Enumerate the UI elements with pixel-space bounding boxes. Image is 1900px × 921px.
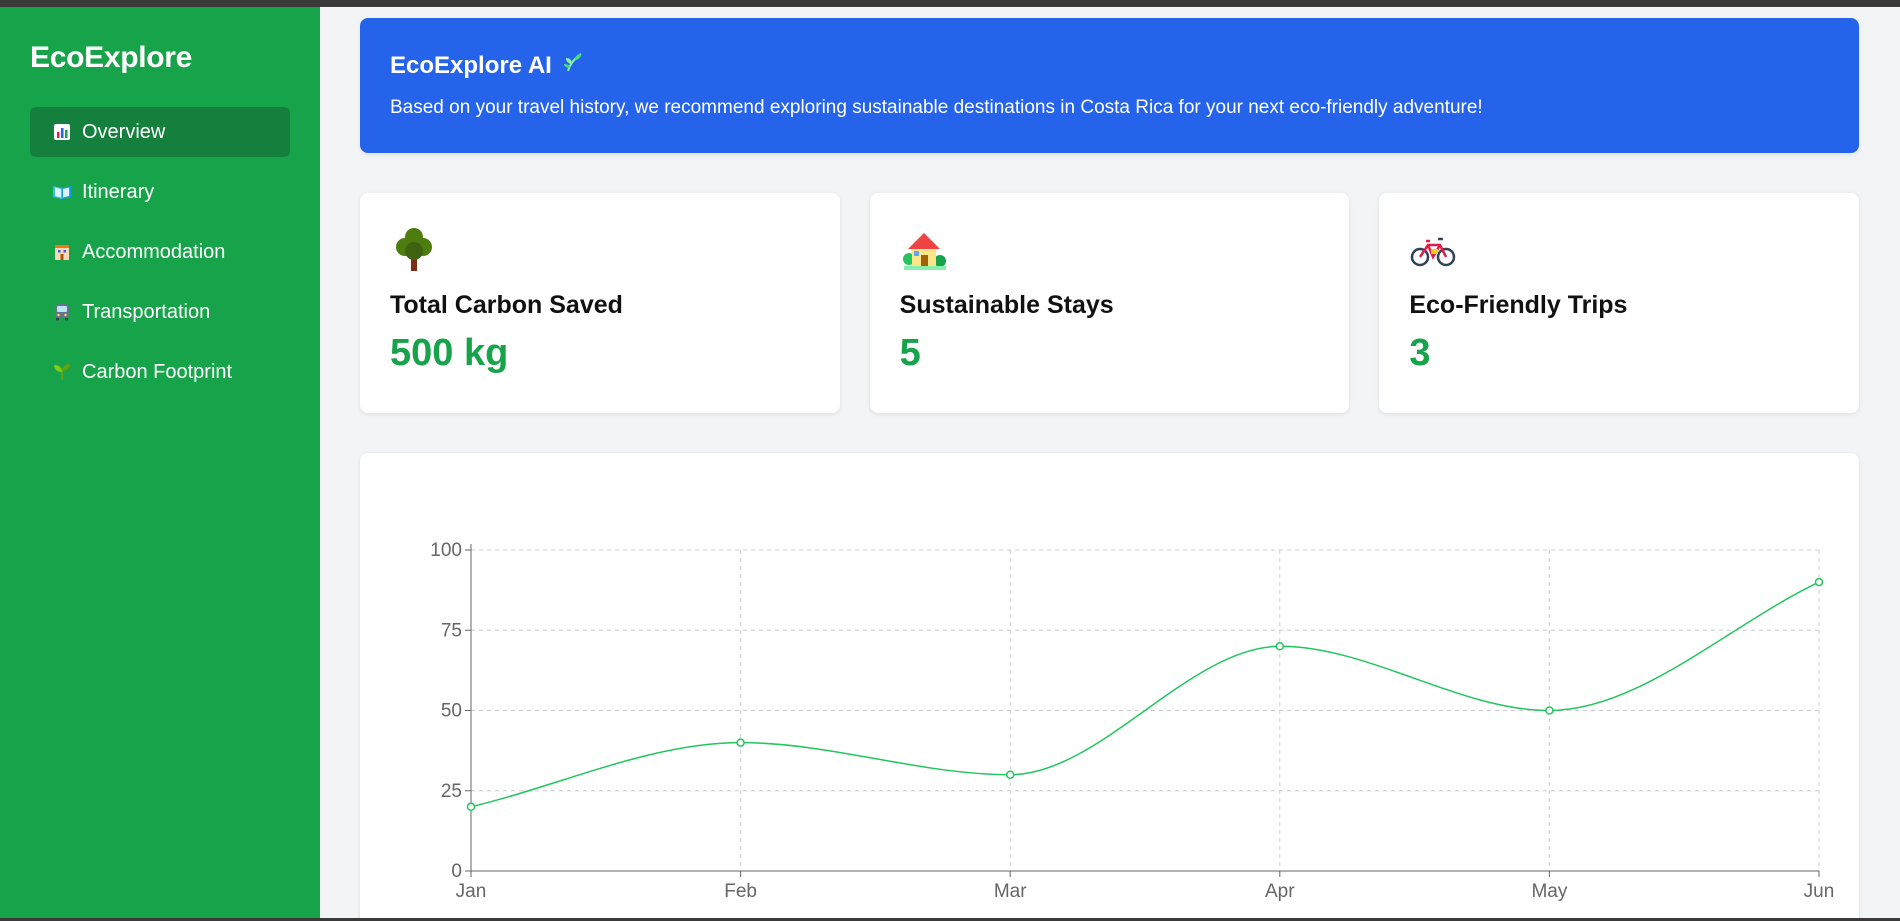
y-tick-label: 25 <box>441 781 462 802</box>
tree-icon <box>390 225 438 273</box>
sidebar-item-label: Itinerary <box>82 180 155 203</box>
x-tick-label: May <box>1531 881 1567 902</box>
sidebar-item-carbon-footprint[interactable]: Carbon Footprint <box>30 347 290 397</box>
bicycle-icon <box>1409 225 1457 273</box>
brand-title: EcoExplore <box>30 41 193 74</box>
data-point <box>1005 770 1015 779</box>
data-point <box>1275 642 1285 651</box>
hotel-icon <box>52 242 72 262</box>
book-icon <box>52 182 72 202</box>
carbon-chart-card: 0 25 50 75 100 Jan Feb Mar Apr May Jun <box>360 453 1859 921</box>
y-tick-label: 100 <box>430 540 462 561</box>
herb-icon <box>562 50 586 81</box>
sidebar: EcoExplore Overview Itinerary Accommodat… <box>0 7 320 918</box>
stat-label: Sustainable Stays <box>899 291 1114 319</box>
data-point <box>466 802 476 812</box>
bus-icon <box>52 302 72 322</box>
ai-recommendation-banner: EcoExplore AI Based on your travel histo… <box>360 18 1859 153</box>
data-point <box>1545 706 1554 715</box>
window-bottom-bar <box>0 918 1900 921</box>
stat-label: Total Carbon Saved <box>390 291 623 319</box>
stat-card-carbon-saved: Total Carbon Saved 500 kg <box>360 193 840 413</box>
x-tick-label: Mar <box>994 881 1027 902</box>
window-top-bar <box>0 0 1900 7</box>
ai-banner-message: Based on your travel history, we recomme… <box>390 97 1483 118</box>
x-tick-label: Apr <box>1265 881 1295 902</box>
data-point <box>1814 577 1824 587</box>
y-tick-label: 0 <box>451 861 462 882</box>
sidebar-item-label: Accommodation <box>82 240 226 263</box>
sidebar-item-label: Transportation <box>82 300 211 323</box>
x-tick-label: Jan <box>456 881 487 902</box>
y-tick-label: 50 <box>441 701 462 722</box>
x-tick-label: Jun <box>1804 881 1835 902</box>
sidebar-item-transportation[interactable]: Transportation <box>30 287 290 337</box>
sidebar-item-label: Carbon Footprint <box>82 360 233 383</box>
stat-card-eco-trips: Eco-Friendly Trips 3 <box>1379 193 1860 413</box>
line-chart: 0 25 50 75 100 Jan Feb Mar Apr May Jun <box>430 540 1835 902</box>
sidebar-item-itinerary[interactable]: Itinerary <box>30 167 290 217</box>
sidebar-item-label: Overview <box>82 120 166 143</box>
ai-banner-title: EcoExplore AI <box>390 51 552 79</box>
y-tick-label: 75 <box>441 620 462 641</box>
x-tick-label: Feb <box>724 881 757 902</box>
series-line <box>470 581 1820 808</box>
main-content: EcoExplore AI Based on your travel histo… <box>360 18 1860 921</box>
stats-cards: Total Carbon Saved 500 kg Sustainable St… <box>360 193 1860 413</box>
stat-label: Eco-Friendly Trips <box>1409 291 1628 319</box>
stat-card-sustainable-stays: Sustainable Stays 5 <box>869 193 1350 413</box>
house-icon <box>900 225 948 273</box>
ai-banner-title-row: EcoExplore AI <box>390 50 1829 81</box>
bar-chart-icon <box>52 122 72 142</box>
stat-value: 500 kg <box>390 332 509 374</box>
data-point <box>736 738 745 747</box>
stat-value: 3 <box>1409 332 1431 374</box>
stat-value: 5 <box>899 332 921 374</box>
sidebar-nav: Overview Itinerary Accommodation Transpo… <box>30 107 290 397</box>
sidebar-item-overview[interactable]: Overview <box>30 107 290 157</box>
sidebar-item-accommodation[interactable]: Accommodation <box>30 227 290 277</box>
seedling-icon <box>52 362 72 382</box>
